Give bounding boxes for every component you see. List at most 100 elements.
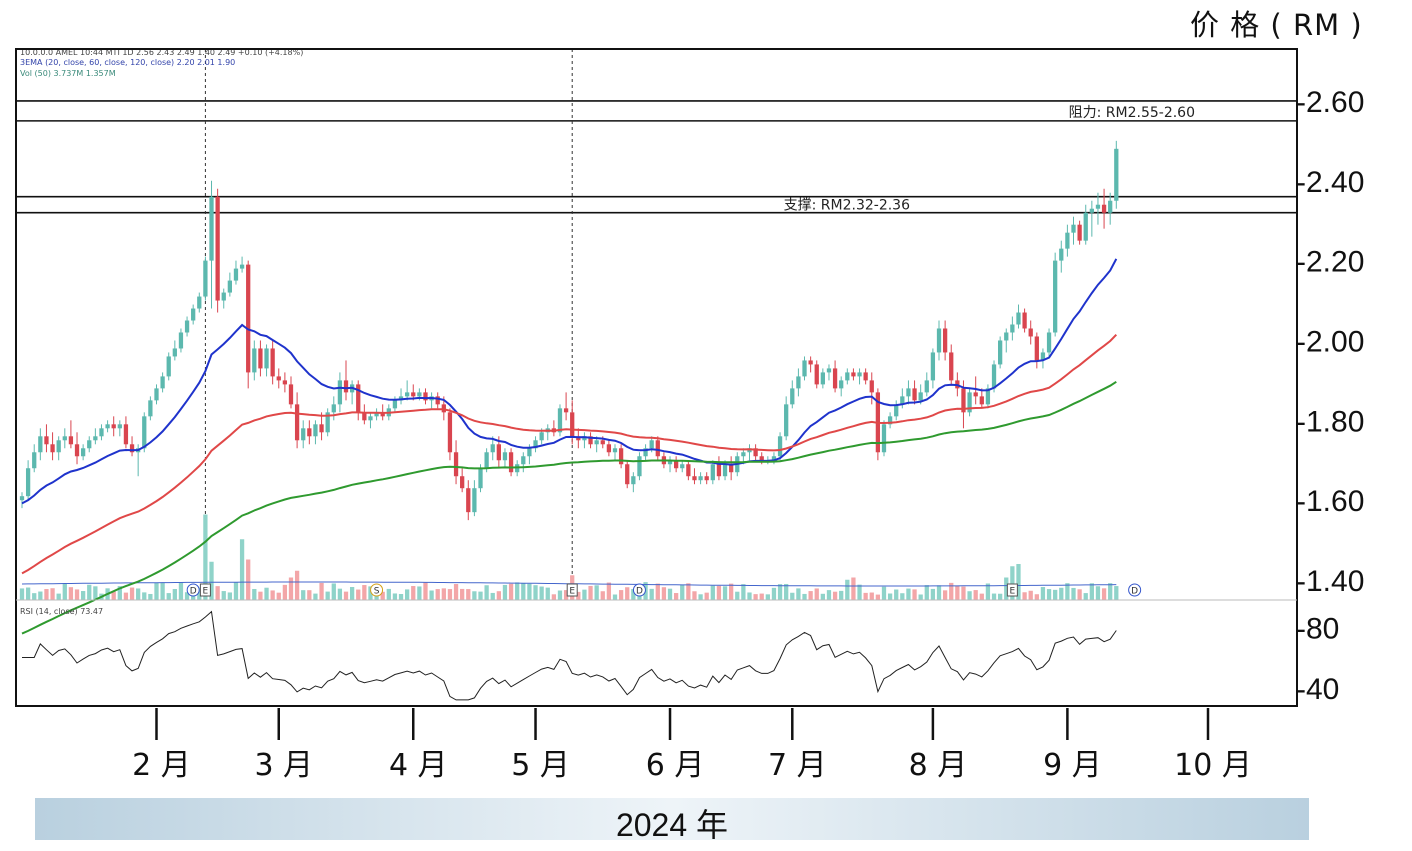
month-label: 2 月 — [132, 748, 191, 783]
candle-body — [166, 356, 171, 377]
volume-bar — [1114, 586, 1119, 600]
candle-body — [294, 404, 300, 441]
volume-bar — [172, 589, 177, 600]
candle-body — [288, 384, 294, 405]
price-tick-label: -1.80 — [1296, 405, 1364, 438]
event-marker-2 — [370, 583, 384, 597]
volume-bar — [496, 591, 501, 600]
candle-body — [246, 264, 251, 373]
candle-body — [1108, 200, 1113, 213]
candle-body — [99, 428, 104, 437]
candle-body — [44, 436, 49, 445]
year-bar: 2024 年 — [35, 798, 1309, 843]
candle-body — [423, 392, 428, 401]
volume-bar — [881, 586, 887, 600]
candle-body — [215, 196, 220, 301]
event-marker-label: D — [190, 587, 197, 597]
volume-bar — [839, 590, 844, 600]
volume-bar — [319, 582, 324, 600]
candle-body — [460, 476, 465, 489]
candle-body — [129, 444, 135, 453]
volume-bar — [924, 585, 929, 600]
candle-body — [301, 428, 306, 441]
resistance-label: 阻力: RM2.55-2.60 — [1069, 105, 1195, 121]
price-tick-label: -2.00 — [1296, 325, 1364, 358]
volume-bar — [184, 592, 190, 600]
volume-bar — [515, 582, 520, 600]
volume-bar — [808, 591, 813, 600]
volume-bar — [1089, 583, 1094, 600]
volume-bar — [282, 584, 288, 600]
candle-body — [863, 372, 868, 381]
candle-body — [331, 404, 336, 413]
volume-bar — [129, 587, 135, 600]
volume-bar — [600, 591, 605, 600]
volume-bar — [1077, 589, 1082, 600]
volume-bar — [784, 583, 789, 600]
volume-bar — [1034, 594, 1039, 600]
legend-line-3: Vol (50) 3.737M 1.357M — [20, 69, 116, 78]
month-label: 6 月 — [646, 748, 705, 783]
volume-bar — [270, 590, 275, 600]
volume-bar — [405, 589, 410, 600]
volume-bar — [557, 590, 563, 600]
candle-body — [918, 392, 923, 401]
candle-body — [80, 448, 86, 457]
volume-bar — [264, 587, 269, 600]
candle-body — [998, 340, 1003, 365]
event-marker-6 — [1128, 583, 1142, 597]
candle-body — [1071, 224, 1076, 233]
volume-bar — [649, 588, 654, 600]
volume-bar — [215, 586, 220, 600]
candle-body — [282, 380, 288, 385]
event-marker-label: E — [1010, 587, 1016, 597]
volume-bar — [68, 587, 74, 600]
price-tick-label: -1.60 — [1296, 485, 1364, 518]
rsi-line — [22, 610, 1117, 701]
candle-body — [74, 444, 80, 457]
volume-bar — [900, 593, 905, 600]
candle-body — [845, 372, 850, 381]
volume-bar — [851, 577, 856, 600]
candle-body — [784, 404, 789, 437]
price-tick-label: -1.40 — [1296, 565, 1364, 598]
candle-body — [729, 464, 734, 473]
volume-bar — [1028, 590, 1033, 600]
candle-body — [19, 496, 25, 501]
volume-bar — [74, 589, 80, 600]
candle-body — [894, 404, 899, 417]
candle-body — [172, 348, 177, 357]
volume-bar — [894, 589, 899, 600]
ema60-line — [21, 334, 1118, 575]
volume-bar — [1046, 589, 1052, 600]
volume-bar — [1065, 583, 1070, 600]
candle-body — [490, 444, 495, 453]
volume-bar — [673, 593, 679, 600]
event-marker-1 — [199, 583, 211, 597]
candle-body — [398, 396, 404, 401]
volume-bar — [258, 591, 263, 600]
candle-body — [1034, 336, 1039, 361]
candle-body — [887, 416, 893, 425]
candle-body — [466, 488, 471, 513]
candle-body — [178, 332, 184, 349]
candle-body — [319, 424, 324, 433]
candle-body — [508, 452, 514, 473]
volume-bar — [521, 582, 526, 600]
volume-bar — [826, 590, 832, 600]
volume-bar — [221, 591, 226, 600]
candle-body — [942, 328, 948, 353]
candle-body — [686, 464, 691, 477]
volume-bar — [918, 594, 923, 600]
candle-body — [521, 456, 526, 465]
volume-bar — [197, 587, 202, 600]
candle-body — [356, 384, 361, 413]
candle-body — [967, 392, 972, 413]
event-marker-label: E — [203, 587, 209, 597]
volume-bar — [625, 587, 630, 600]
volume-bar — [166, 593, 171, 600]
volume-bar — [802, 593, 807, 600]
volume-bar — [203, 514, 208, 600]
candle-body — [710, 464, 715, 481]
legend-line-1: 10.0.0.0 AMEL 10:44 MTI 1D 2.56 2.43 2.4… — [20, 48, 303, 57]
